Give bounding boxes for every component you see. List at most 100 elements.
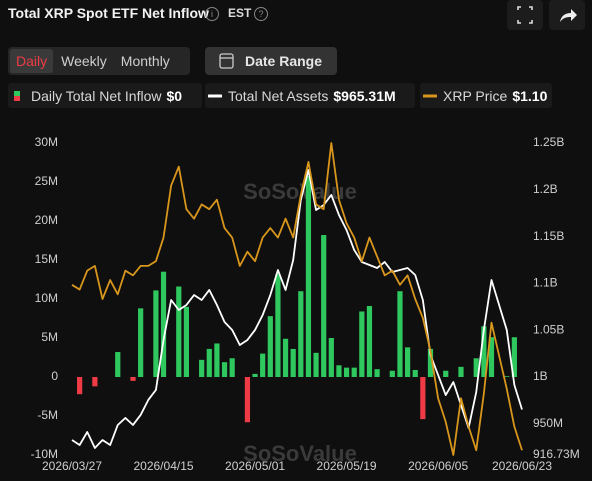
date-range-label: Date Range: [245, 53, 323, 69]
y-tick-label: 30M: [35, 135, 58, 149]
bar: [92, 377, 98, 387]
y2-tick-label: 916.73M: [533, 447, 580, 461]
legend-value: $0: [166, 87, 183, 104]
bar: [115, 352, 121, 377]
x-tick-label: 2026/06/05: [408, 459, 468, 473]
bar: [214, 343, 220, 377]
bar: [229, 358, 235, 377]
bar: [504, 376, 510, 377]
share-icon: [560, 9, 577, 22]
bar: [176, 286, 182, 377]
x-tick-label: 2026/04/15: [133, 459, 193, 473]
tab[interactable]: Daily: [10, 49, 54, 73]
bar: [138, 308, 144, 377]
fullscreen-button[interactable]: [507, 0, 543, 30]
calendar-icon: [219, 53, 234, 69]
legend-item[interactable]: Daily Total Net Inflow $0: [8, 83, 202, 108]
bar: [366, 306, 373, 377]
bar: [183, 306, 190, 377]
bar: [313, 352, 319, 377]
line: [71, 142, 523, 456]
tab[interactable]: Monthly: [120, 53, 170, 69]
y-tick-label: 10M: [35, 291, 58, 305]
y-tick-label: 15M: [35, 252, 58, 266]
y-tick-label: -5M: [37, 408, 58, 422]
x-tick-label: 2026/03/27: [42, 459, 102, 473]
bar: [458, 366, 464, 377]
bar: [130, 377, 136, 381]
bar: [153, 290, 159, 377]
y-tick-label: 0: [51, 369, 58, 383]
chart-title: Total XRP Spot ETF Net Inflow: [8, 5, 209, 21]
bar: [420, 377, 426, 420]
bar: [412, 369, 418, 377]
bar: [488, 337, 495, 377]
legend-swatch: [14, 90, 20, 101]
bar: [252, 373, 258, 377]
legend-name: Total Net Assets: [228, 87, 329, 104]
bar: [275, 274, 281, 377]
legend-item[interactable]: Total Net Assets $965.31M: [205, 83, 415, 108]
bar: [481, 326, 487, 377]
bar: [298, 291, 304, 377]
legend-swatch: [208, 94, 222, 97]
bar: [473, 358, 479, 377]
line: [71, 169, 523, 449]
bar: [328, 338, 334, 377]
y-tick-label: 5M: [41, 330, 58, 344]
bar: [427, 348, 434, 377]
legend-value: $1.10: [512, 87, 548, 104]
watermark: SoSoValue: [243, 441, 357, 466]
legend-name: XRP Price: [443, 87, 508, 104]
share-button[interactable]: [549, 0, 585, 30]
bar: [290, 348, 296, 377]
bar: [336, 365, 342, 377]
y2-tick-label: 1.1B: [533, 276, 558, 290]
legend-name: Daily Total Net Inflow: [31, 87, 162, 104]
fullscreen-icon: [517, 6, 533, 24]
y-tick-label: 20M: [35, 213, 58, 227]
y-tick-label: 25M: [35, 174, 58, 188]
bar: [397, 291, 403, 377]
bar: [343, 367, 350, 377]
y2-tick-label: 1.2B: [533, 182, 558, 196]
legend-item[interactable]: XRP Price $1.10: [420, 83, 552, 108]
y-tick-label: -10M: [31, 447, 58, 461]
legend-value: $965.31M: [333, 87, 396, 104]
bar: [305, 175, 312, 377]
y2-tick-label: 1.25B: [533, 135, 564, 149]
bar: [359, 311, 365, 377]
bar: [389, 370, 395, 377]
y2-tick-label: 1B: [533, 369, 548, 383]
bar: [260, 353, 266, 377]
bar: [206, 348, 212, 377]
bar: [443, 370, 449, 377]
bar: [282, 338, 289, 377]
bar: [404, 347, 411, 377]
x-tick-label: 2026/06/23: [492, 459, 552, 473]
date-range-button[interactable]: Date Range: [205, 47, 337, 75]
bar: [244, 377, 251, 423]
x-tick-label: 2026/05/01: [225, 459, 285, 473]
interval-tabs: Daily Weekly Monthly: [8, 47, 190, 75]
bar: [511, 337, 517, 377]
info-icon[interactable]: i: [205, 7, 219, 21]
timezone: EST: [228, 6, 252, 20]
bar: [77, 377, 83, 395]
y2-tick-label: 1.05B: [533, 322, 564, 336]
bar: [267, 316, 273, 377]
y2-tick-label: 950M: [533, 416, 563, 430]
swatch-neg: [14, 95, 20, 101]
bar: [221, 362, 228, 377]
x-tick-label: 2026/05/19: [317, 459, 377, 473]
legend-swatch: [423, 94, 437, 97]
info-icon[interactable]: ?: [254, 7, 268, 21]
tab[interactable]: Weekly: [61, 53, 107, 69]
bar: [321, 235, 327, 377]
y2-tick-label: 1.15B: [533, 229, 564, 243]
bar: [374, 369, 380, 377]
swatch-pos: [14, 90, 20, 96]
bar: [199, 359, 205, 377]
